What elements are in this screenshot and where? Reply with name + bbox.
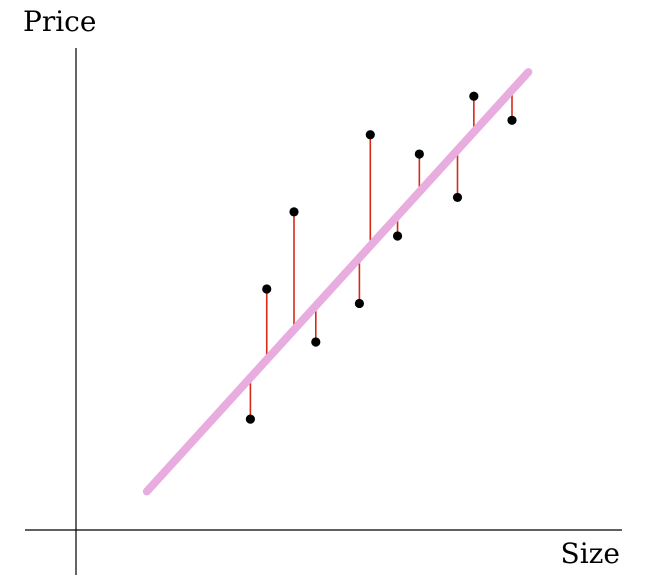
- data-point: [392, 231, 403, 241]
- data-point: [507, 115, 517, 125]
- y-axis-label: Price: [23, 5, 96, 38]
- data-point: [469, 91, 479, 101]
- data-point: [414, 149, 424, 159]
- plot-area: [142, 68, 533, 496]
- x-axis-label: Size: [561, 537, 620, 570]
- data-point: [311, 337, 321, 347]
- data-point: [262, 284, 272, 294]
- data-point: [245, 414, 255, 424]
- data-point: [365, 130, 375, 140]
- data-point: [289, 207, 299, 217]
- data-point: [354, 298, 364, 309]
- regression-line: [142, 68, 533, 496]
- data-point: [452, 192, 463, 203]
